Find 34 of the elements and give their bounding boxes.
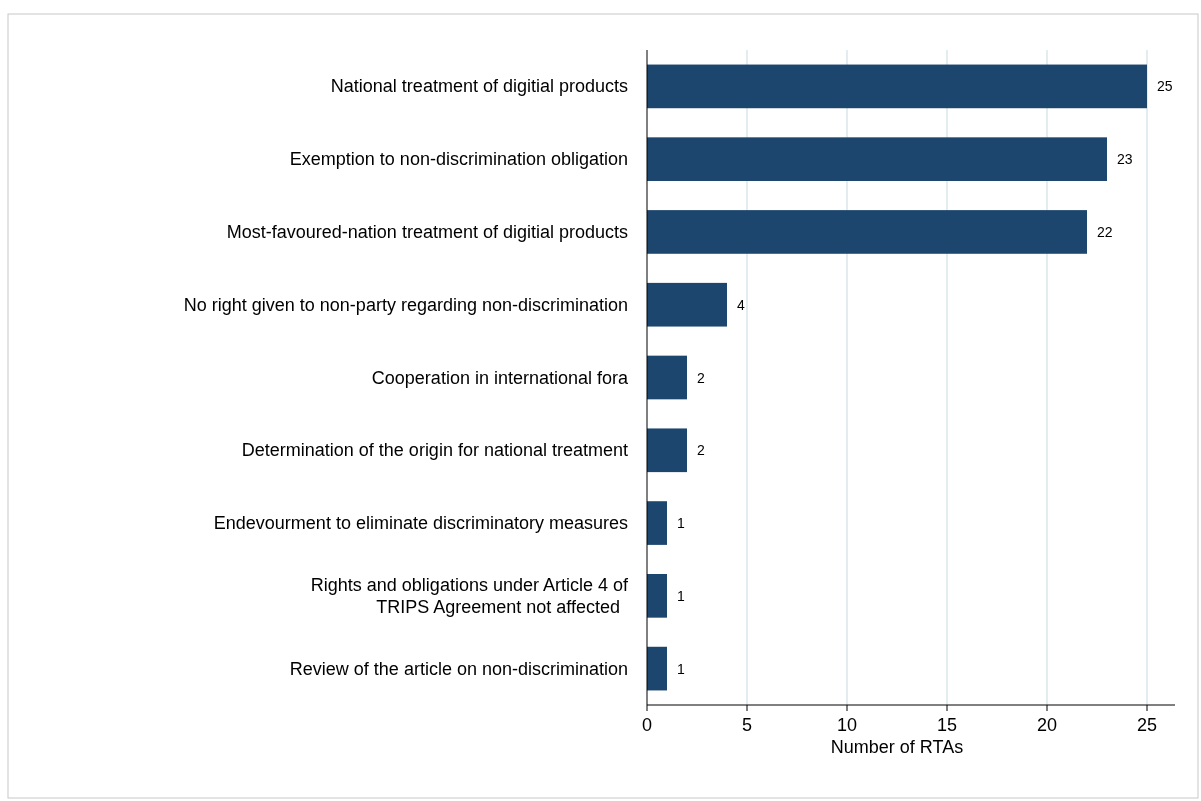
- y-tick-label: Determination of the origin for national treatment: [241, 440, 628, 461]
- y-tick-label: Cooperation in international fora: [371, 367, 629, 388]
- bar: [647, 282, 727, 327]
- bar: [647, 137, 1107, 181]
- y-tick-label: Endevourment to eliminate discriminatory measures: [213, 513, 628, 534]
- data-label: 2: [697, 369, 705, 386]
- bar: [647, 501, 667, 545]
- x-tick-label: 25: [1136, 715, 1158, 735]
- x-tick-label: 0: [641, 715, 653, 735]
- y-tick-label: Rights and obligations under Article 4 of TRIPS Agreement not affected: [310, 574, 629, 617]
- x-tick-label: 15: [936, 715, 958, 735]
- bar: [647, 210, 1087, 254]
- bar: [647, 574, 667, 618]
- data-label: 1: [677, 515, 685, 532]
- x-axis-title: Number of RTAs: [830, 737, 964, 757]
- x-tick-label: 20: [1036, 715, 1058, 735]
- data-label: 2: [697, 442, 705, 459]
- y-tick-label: Review of the article on non-discrimination: [289, 658, 628, 679]
- y-tick-label: National treatment of digitial products: [330, 76, 628, 97]
- data-label: 25: [1157, 78, 1173, 95]
- x-tick-label: 10: [836, 715, 858, 735]
- data-label: 22: [1097, 223, 1113, 240]
- data-label: 1: [677, 660, 685, 677]
- bar: [647, 428, 687, 473]
- bar: [647, 646, 667, 691]
- data-label: 4: [737, 296, 745, 313]
- y-tick-label: No right given to non-party regarding non-discrimination: [183, 294, 628, 315]
- y-tick-label: Exemption to non-discrimination obligation: [289, 149, 628, 170]
- bar: [647, 355, 687, 400]
- x-tick-label: 5: [741, 715, 753, 735]
- y-tick-label: Most-favoured-nation treatment of digitial products: [226, 221, 628, 242]
- data-label: 23: [1117, 151, 1133, 168]
- data-label: 1: [677, 587, 685, 604]
- bar: [647, 64, 1147, 109]
